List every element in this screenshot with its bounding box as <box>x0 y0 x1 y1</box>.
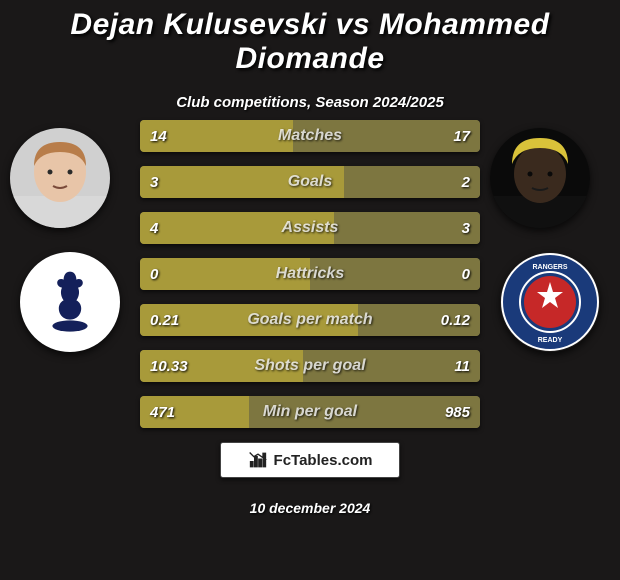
stat-row: Hattricks0 0 <box>140 258 480 290</box>
stat-value-left: 10.33 <box>150 350 188 382</box>
footer-date: 10 december 2024 <box>0 500 620 516</box>
player1-avatar <box>10 128 110 228</box>
stat-row: Goals per match0.21 0.12 <box>140 304 480 336</box>
stat-row: Matches14 17 <box>140 120 480 152</box>
stats-container: Matches1417Goals32Assists43Hattricks00Go… <box>140 120 480 442</box>
stat-row: Assists4 3 <box>140 212 480 244</box>
stat-value-left: 471 <box>150 396 175 428</box>
stat-value-left: 4 <box>150 212 158 244</box>
stat-label: Goals per match <box>140 304 480 336</box>
player1-face-icon <box>10 128 110 228</box>
svg-text:RANGERS: RANGERS <box>532 264 567 271</box>
stat-value-right: 985 <box>445 396 470 428</box>
stat-row: Min per goal471 985 <box>140 396 480 428</box>
stat-label: Min per goal <box>140 396 480 428</box>
stat-label: Goals <box>140 166 480 198</box>
stat-value-right: 11 <box>454 350 470 382</box>
stat-label: Hattricks <box>140 258 480 290</box>
rangers-crest-icon: RANGERS READY <box>500 252 600 352</box>
stat-value-left: 14 <box>150 120 167 152</box>
stat-row: Shots per goal10.33 11 <box>140 350 480 382</box>
page-title: Dejan Kulusevski vs Mohammed Diomande <box>0 0 620 76</box>
stat-value-right: 3 <box>462 212 470 244</box>
player2-face-icon <box>490 128 590 228</box>
subtitle: Club competitions, Season 2024/2025 <box>0 94 620 111</box>
stat-value-left: 3 <box>150 166 158 198</box>
stat-value-right: 0 <box>462 258 470 290</box>
player2-club-logo: RANGERS READY <box>500 252 600 352</box>
tottenham-crest-icon <box>30 262 110 342</box>
player2-avatar <box>490 128 590 228</box>
site-badge-label: FcTables.com <box>274 452 373 469</box>
stat-value-right: 17 <box>453 120 470 152</box>
stat-label: Matches <box>140 120 480 152</box>
stat-label: Assists <box>140 212 480 244</box>
chart-icon <box>248 450 268 470</box>
player1-club-logo <box>20 252 120 352</box>
stat-label: Shots per goal <box>140 350 480 382</box>
site-badge[interactable]: FcTables.com <box>220 442 400 478</box>
stat-value-left: 0.21 <box>150 304 179 336</box>
stat-row: Goals3 2 <box>140 166 480 198</box>
svg-text:READY: READY <box>538 337 563 344</box>
stat-value-right: 2 <box>462 166 470 198</box>
stat-value-left: 0 <box>150 258 158 290</box>
stat-value-right: 0.12 <box>441 304 470 336</box>
